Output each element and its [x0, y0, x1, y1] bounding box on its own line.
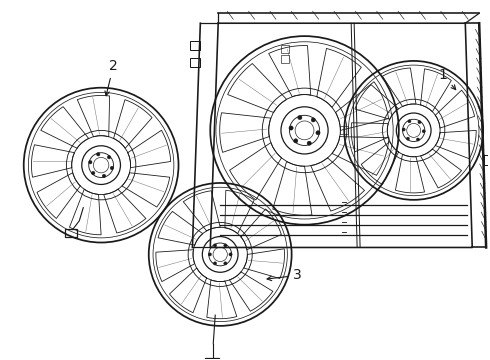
Circle shape [110, 166, 114, 170]
Circle shape [307, 141, 311, 145]
Circle shape [92, 171, 95, 175]
Circle shape [224, 244, 227, 247]
Circle shape [418, 121, 421, 124]
Circle shape [416, 138, 419, 141]
Circle shape [229, 253, 232, 256]
Circle shape [107, 156, 111, 159]
Circle shape [406, 137, 410, 140]
Circle shape [294, 139, 298, 143]
Circle shape [289, 126, 293, 130]
Circle shape [408, 120, 411, 123]
Circle shape [213, 247, 227, 262]
Bar [484, 155, 490, 165]
Bar [340, 126, 348, 134]
Circle shape [311, 118, 316, 122]
Circle shape [208, 253, 212, 256]
Circle shape [407, 123, 420, 137]
Circle shape [224, 262, 227, 265]
Circle shape [94, 157, 109, 173]
Text: 2: 2 [105, 59, 118, 96]
Text: 1: 1 [439, 68, 456, 90]
Bar [281, 55, 289, 63]
Circle shape [214, 244, 217, 247]
Circle shape [316, 131, 320, 135]
Circle shape [214, 262, 217, 265]
Circle shape [295, 121, 314, 140]
Circle shape [298, 116, 302, 120]
Circle shape [422, 130, 425, 133]
Text: 3: 3 [267, 269, 301, 283]
Bar [191, 58, 200, 67]
Circle shape [89, 161, 92, 164]
Circle shape [402, 128, 405, 131]
Circle shape [102, 174, 106, 178]
Circle shape [97, 153, 100, 156]
Bar [281, 45, 289, 53]
Bar [191, 41, 200, 50]
